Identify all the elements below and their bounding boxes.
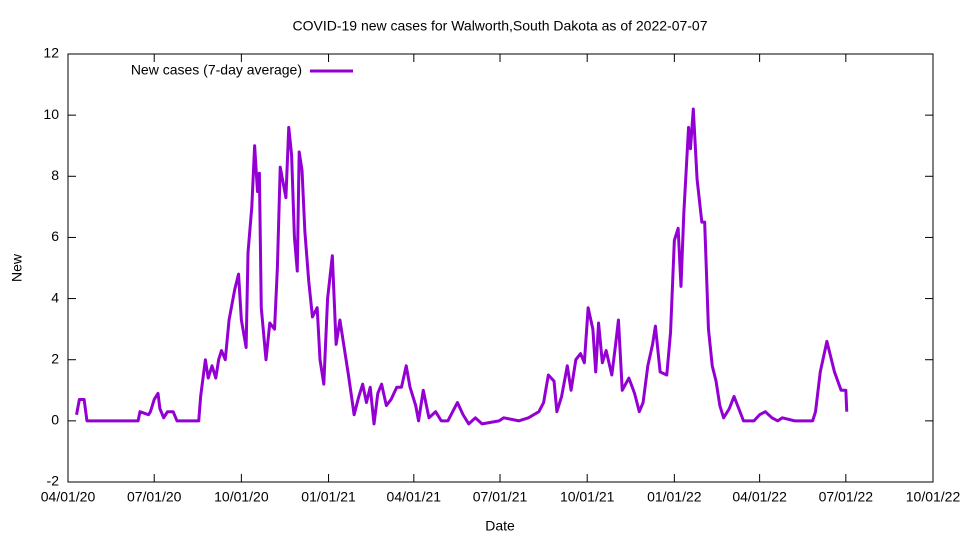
- x-tick-label: 07/01/22: [819, 489, 874, 505]
- legend-label: New cases (7-day average): [131, 62, 302, 78]
- y-tick-label: -2: [47, 473, 60, 489]
- y-axis-label: New: [9, 253, 25, 282]
- x-tick-label: 10/01/20: [214, 489, 269, 505]
- x-tick-label: 01/01/22: [647, 489, 702, 505]
- x-axis-label: Date: [485, 518, 515, 534]
- y-tick-label: 4: [51, 289, 59, 305]
- x-tick-label: 04/01/20: [41, 489, 96, 505]
- x-tick-label: 01/01/21: [301, 489, 356, 505]
- x-tick-label: 07/01/20: [127, 489, 182, 505]
- x-tick-label: 10/01/21: [560, 489, 615, 505]
- y-tick-label: 0: [51, 412, 59, 428]
- chart-title: COVID-19 new cases for Walworth,South Da…: [292, 18, 707, 34]
- y-tick-label: 10: [43, 106, 59, 122]
- x-tick-label: 04/01/21: [387, 489, 442, 505]
- y-tick-label: 12: [43, 45, 59, 61]
- x-tick-label: 04/01/22: [732, 489, 787, 505]
- y-tick-label: 8: [51, 167, 59, 183]
- y-tick-label: 2: [51, 350, 59, 366]
- x-tick-label: 07/01/21: [473, 489, 528, 505]
- x-tick-label: 10/01/22: [906, 489, 960, 505]
- data-line: [75, 107, 849, 426]
- y-tick-label: 6: [51, 228, 59, 244]
